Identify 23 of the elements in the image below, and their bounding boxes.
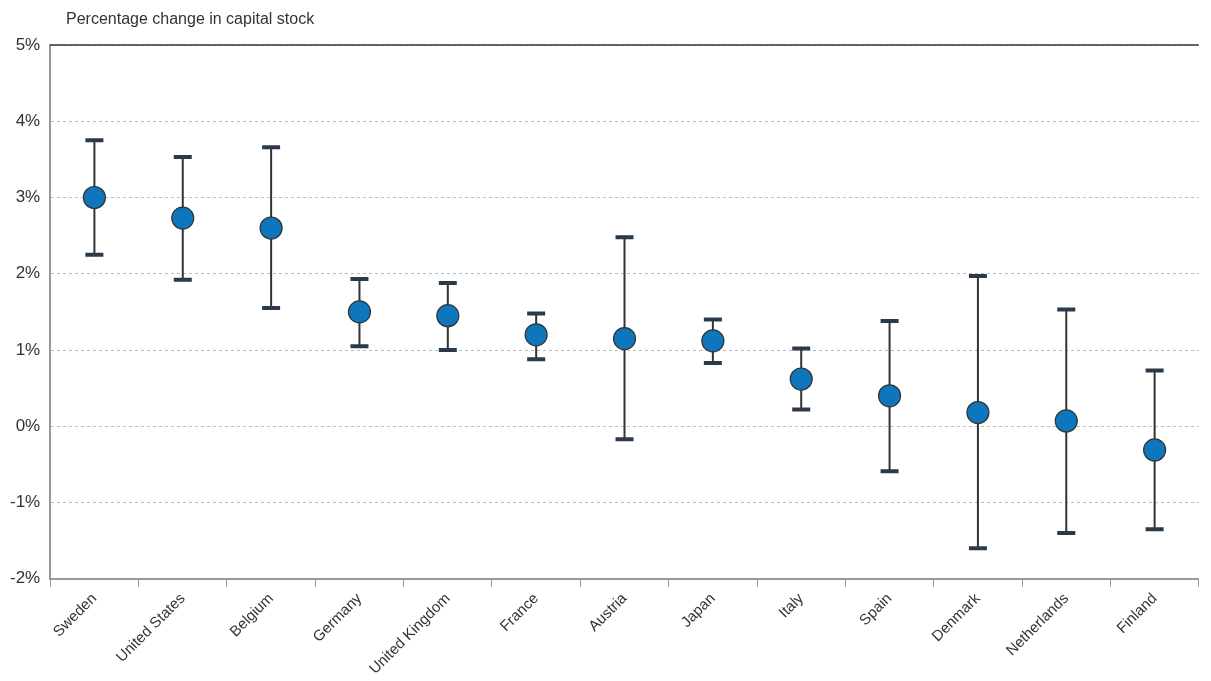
point: [701, 329, 725, 353]
y-tick-label: 2%: [15, 263, 41, 283]
y-tick-label: -2%: [10, 568, 41, 588]
point: [612, 326, 637, 351]
x-tick-label: Italy: [774, 588, 807, 621]
y-axis-title: Percentage change in capital stock: [66, 10, 315, 28]
point: [347, 300, 372, 324]
y-tick-label: 4%: [15, 110, 41, 130]
y-tick-label: 3%: [15, 187, 41, 207]
point: [524, 323, 548, 347]
point: [877, 384, 902, 408]
point: [82, 185, 107, 210]
y-tick-label: -1%: [10, 492, 41, 512]
y-tick-label: 1%: [15, 339, 41, 359]
point: [171, 206, 195, 230]
point: [436, 304, 460, 328]
point: [1054, 409, 1078, 433]
point: [259, 216, 283, 240]
point: [1143, 438, 1167, 462]
y-tick-label: 5%: [15, 34, 41, 54]
point: [789, 367, 813, 391]
point: [966, 400, 990, 425]
y-tick-label: 0%: [15, 415, 41, 435]
